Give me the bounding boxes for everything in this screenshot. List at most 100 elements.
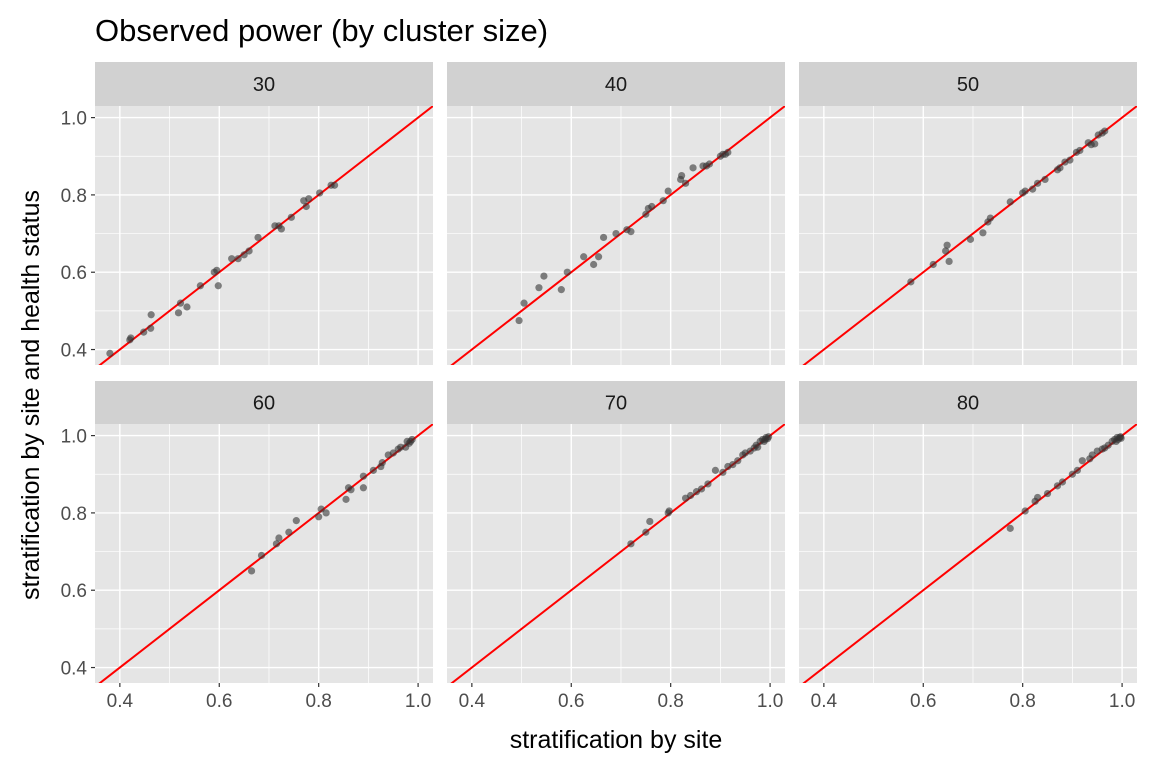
facet-strip — [95, 62, 433, 106]
data-point — [734, 457, 742, 465]
reference-line — [802, 424, 1137, 683]
y-tick-label: 0.8 — [61, 186, 87, 207]
data-point — [540, 272, 548, 280]
data-point — [754, 443, 762, 451]
data-point — [1021, 507, 1029, 515]
data-point — [724, 148, 732, 156]
facet-panel-30: 30 0.4 0.6 0.8 1.0 — [61, 62, 433, 365]
data-point — [302, 202, 310, 211]
data-point — [174, 309, 183, 317]
data-point — [599, 233, 608, 242]
data-point — [664, 187, 672, 195]
data-point — [627, 540, 635, 548]
data-point — [945, 257, 953, 265]
facet-panel-60: 60 0.4 0.6 0.8 1.0 0.4 0.6 0.8 1.0 — [61, 381, 433, 712]
data-point — [729, 460, 737, 469]
data-point — [689, 164, 697, 172]
data-point — [681, 179, 690, 187]
y-tick-label: 0.8 — [61, 504, 87, 525]
data-point — [929, 260, 937, 269]
data-point — [1117, 434, 1125, 442]
data-point — [1058, 478, 1067, 486]
x-tick-label: 0.8 — [305, 691, 331, 712]
data-point — [557, 286, 565, 294]
data-point — [686, 491, 695, 500]
data-point — [646, 517, 654, 526]
data-point — [342, 495, 350, 503]
data-point — [183, 303, 191, 311]
facet-strip-label: 30 — [253, 74, 275, 96]
data-point — [234, 255, 242, 263]
facet-strip-label: 40 — [605, 74, 627, 96]
data-point — [322, 509, 330, 517]
data-point — [1066, 156, 1074, 164]
data-point — [330, 181, 339, 189]
data-point — [1091, 140, 1099, 148]
x-tick-label: 0.8 — [1009, 691, 1035, 712]
data-point — [287, 213, 295, 221]
data-point — [563, 268, 571, 276]
x-tick-label: 1.0 — [757, 691, 783, 712]
y-tick-label: 1.0 — [61, 427, 87, 448]
data-point — [642, 528, 650, 536]
data-point — [705, 160, 714, 168]
data-point — [359, 484, 368, 492]
data-point — [275, 534, 283, 542]
facet-strip-label: 60 — [253, 393, 275, 415]
facet-strip — [447, 62, 785, 106]
data-point — [665, 507, 673, 515]
facet-strip-label: 70 — [605, 393, 627, 415]
data-point — [397, 443, 405, 451]
data-point — [697, 485, 706, 493]
data-point — [1006, 524, 1014, 532]
data-point — [704, 480, 712, 488]
data-point — [907, 278, 915, 286]
data-point — [316, 189, 324, 197]
facet-panel-40: 40 — [447, 62, 785, 365]
y-tick-label: 1.0 — [61, 109, 87, 130]
data-point — [1076, 146, 1084, 155]
data-point — [1021, 187, 1029, 195]
data-point — [292, 517, 300, 525]
data-point — [1053, 482, 1062, 490]
data-point — [1056, 164, 1064, 172]
data-point — [214, 282, 222, 290]
x-tick-label: 0.4 — [459, 691, 486, 712]
data-point — [127, 334, 135, 342]
data-point — [1101, 127, 1109, 135]
facet-strip-label: 50 — [957, 74, 979, 96]
data-point — [612, 229, 620, 238]
data-point — [711, 466, 720, 474]
y-tick-label: 0.4 — [61, 341, 88, 362]
data-point — [966, 235, 975, 243]
data-point — [228, 255, 236, 263]
data-point — [272, 540, 281, 548]
data-point — [979, 229, 987, 237]
data-point — [595, 253, 603, 261]
data-point — [943, 241, 951, 249]
data-point — [986, 214, 994, 222]
facet-strip — [799, 62, 1137, 106]
data-point — [1041, 175, 1049, 184]
data-point — [1068, 470, 1076, 478]
facet-strip — [799, 381, 1137, 424]
data-point — [1033, 493, 1042, 502]
x-tick-label: 0.4 — [811, 691, 838, 712]
data-point — [240, 251, 248, 259]
data-point — [678, 171, 686, 180]
data-point — [764, 433, 773, 441]
data-point — [1078, 457, 1086, 465]
x-tick-label: 0.6 — [206, 691, 232, 712]
data-point — [590, 260, 598, 269]
facet-panel-50: 50 — [799, 62, 1137, 365]
data-point — [140, 328, 148, 336]
data-point — [285, 528, 293, 536]
data-point — [535, 284, 543, 292]
x-tick-label: 1.0 — [1109, 691, 1135, 712]
chart-title: Observed power (by cluster size) — [95, 13, 548, 48]
data-point — [176, 299, 185, 307]
data-point — [347, 486, 355, 494]
x-tick-label: 0.8 — [657, 691, 683, 712]
y-tick-label: 0.6 — [61, 263, 87, 284]
